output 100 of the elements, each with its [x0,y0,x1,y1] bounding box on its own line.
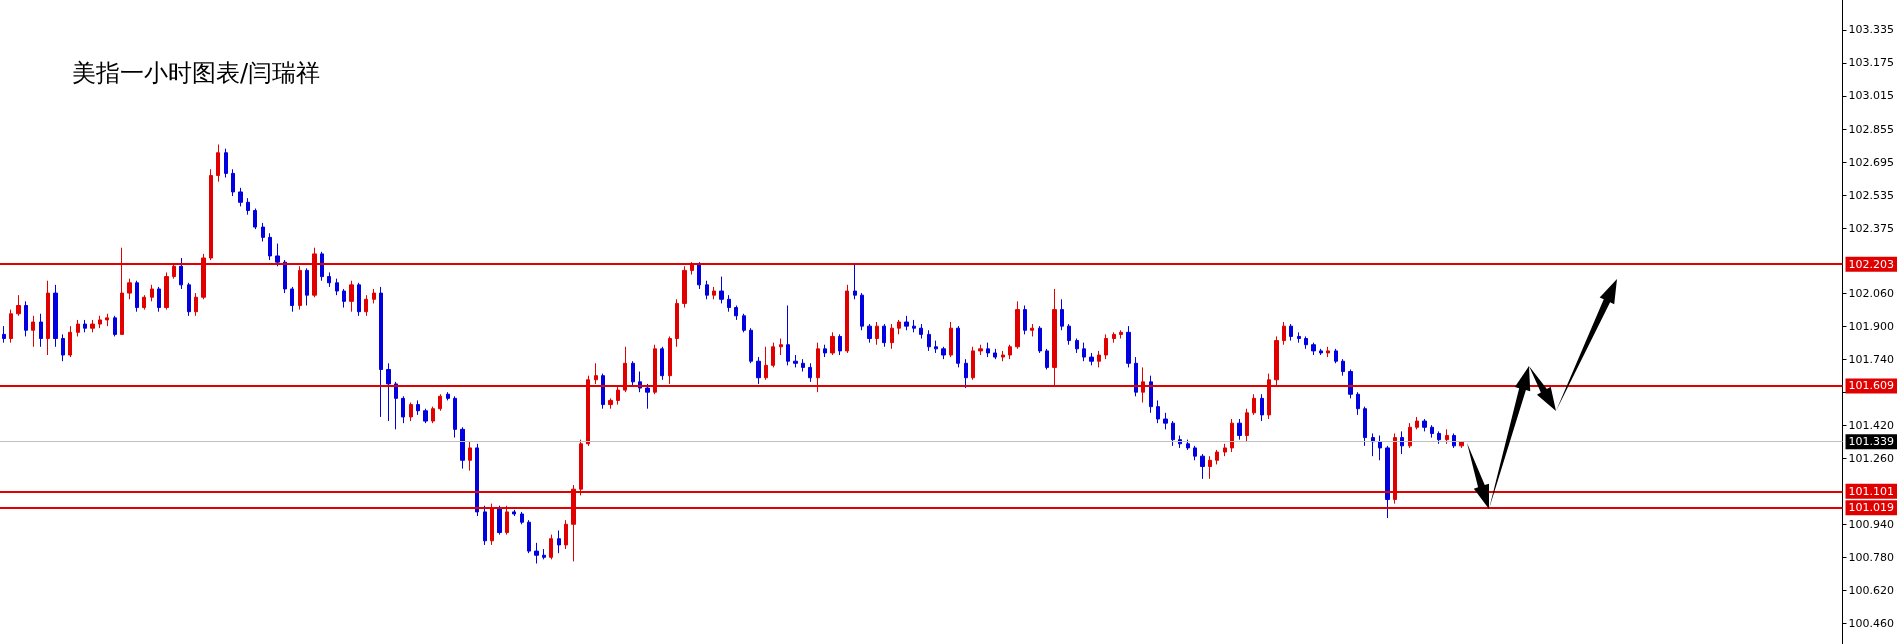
candlestick [31,315,35,348]
candlestick [1341,358,1345,377]
y-tick-label: 102.060 [1848,286,1895,300]
candlestick [608,397,613,410]
candlestick [1045,348,1049,370]
candlestick [157,286,161,313]
candlestick [1200,453,1205,480]
candlestick [283,259,287,294]
candlestick [261,222,265,242]
candlestick [927,329,931,352]
candlestick [1289,323,1293,342]
candlestick [1067,323,1071,346]
candlestick [919,323,923,340]
y-tick-label: 102.535 [1848,188,1895,202]
ref-line-label: 101.101 [1848,484,1895,498]
candlestick [127,278,132,300]
ref-line-label: 101.339 [1848,435,1895,449]
candlestick [1208,455,1212,480]
candlestick [1297,331,1301,344]
candlestick [1252,393,1256,416]
candlestick [320,251,324,282]
candlestick [631,360,635,387]
candlestick [1400,430,1404,455]
candlestick [327,271,331,288]
candlestick [1319,348,1323,356]
candlestick [912,319,916,333]
candlestick [964,358,968,389]
candlestick [512,509,516,517]
candlestick [68,325,72,358]
y-tick-label: 100.780 [1848,550,1895,564]
candlestick [423,408,428,424]
candlestick [564,519,568,550]
candlestick [1008,344,1012,360]
candlestick [1422,418,1427,432]
candlestick [431,406,435,424]
candlestick [1015,300,1020,350]
y-tick-label: 101.420 [1848,418,1895,432]
candlestick [238,187,243,207]
candlestick [46,280,50,356]
candlestick [779,338,783,356]
candlestick [1282,321,1286,346]
candlestick [520,511,524,525]
y-tick-label: 101.900 [1848,319,1895,333]
y-tick-label: 102.855 [1848,122,1895,136]
candlestick [83,319,87,333]
candlestick [142,294,146,311]
candlestick [1385,445,1390,519]
candlestick [401,395,405,424]
candlestick [897,319,901,335]
candlestick [1193,445,1197,461]
candlestick [1260,393,1264,422]
candlestick [853,263,857,300]
candlestick [705,280,709,300]
candlestick [1215,449,1219,465]
candlestick [253,207,257,230]
candlestick [793,354,798,368]
candlestick [1171,420,1175,447]
candlestick [1163,412,1168,430]
candlestick [409,402,413,422]
y-tick-label: 100.620 [1848,583,1895,597]
candlestick [246,197,250,216]
candlestick [1437,430,1441,445]
candlestick [675,298,679,348]
candlestick [1082,342,1086,362]
candlestick [771,342,775,368]
candlestick [1311,342,1316,356]
candlestick [364,294,368,317]
candlestick [1430,424,1434,439]
candlestick [349,280,354,313]
candlestick [179,257,183,290]
candlestick [875,321,879,346]
candlestick [978,344,983,356]
y-tick-label: 100.940 [1848,517,1895,531]
candlestick [860,292,864,331]
candlestick [1415,416,1419,430]
candlestick [386,362,391,422]
candlestick [231,168,235,197]
candlestick [1326,346,1330,358]
candlestick [164,271,169,311]
candlestick [483,505,487,546]
candlestick [934,340,938,354]
candlestick [1097,350,1101,368]
candlestick [645,383,650,410]
candlestick [1089,352,1094,366]
candlestick [941,346,946,360]
candlestick [542,548,546,560]
candlestick [697,261,701,290]
candlestick [527,519,531,554]
candlestick [949,321,953,358]
candlestick [194,292,198,317]
ref-line-label: 102.203 [1848,257,1895,271]
text: 美指一小时图表/闫瑞祥 [72,59,321,87]
candlestick [224,148,228,179]
candlestick [1304,335,1308,350]
candlestick [1223,443,1227,457]
candlestick [61,333,65,362]
candlestick [1452,432,1456,449]
ref-line-label: 101.609 [1848,379,1895,393]
candlestick [76,319,80,337]
candlestick [1371,432,1375,457]
